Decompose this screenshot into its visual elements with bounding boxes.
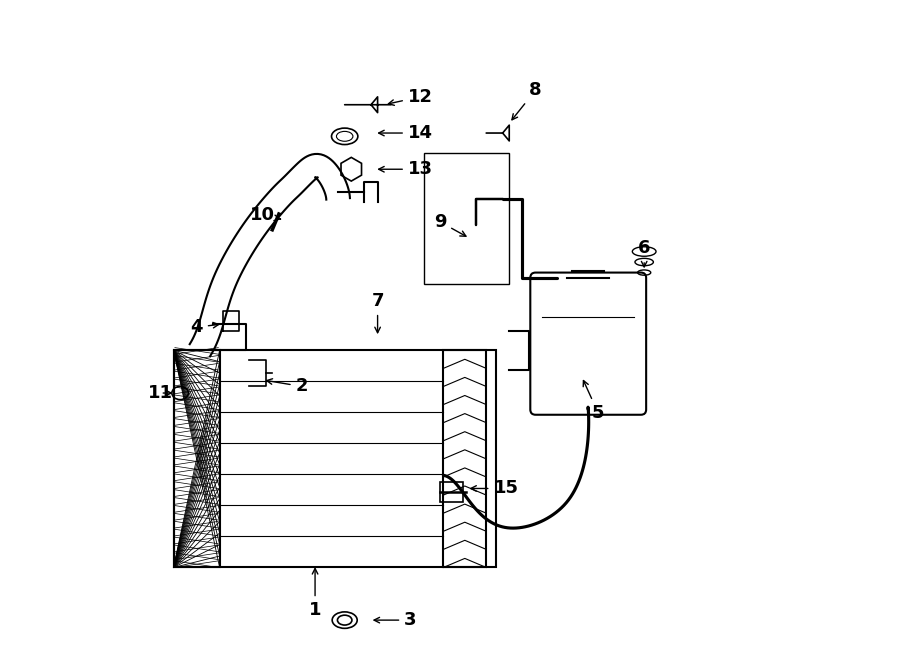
Text: 10: 10 [250,206,281,224]
Bar [174,350,220,567]
Text: 12: 12 [389,88,433,106]
Text: 7: 7 [372,292,383,332]
Bar [440,482,464,502]
Text: 1: 1 [309,568,321,619]
Text: 6: 6 [638,239,651,267]
Text: 15: 15 [471,479,518,498]
Text: 8: 8 [512,81,542,120]
Text: 2: 2 [266,377,308,395]
Text: 3: 3 [374,611,417,629]
Text: 14: 14 [379,124,433,142]
Text: 5: 5 [583,381,605,422]
Text: 9: 9 [434,213,466,236]
Text: 4: 4 [190,318,219,336]
Bar [424,153,509,284]
Bar [174,350,496,567]
Text: 11: 11 [148,384,173,402]
Text: 13: 13 [379,160,433,178]
Bar [444,350,486,567]
